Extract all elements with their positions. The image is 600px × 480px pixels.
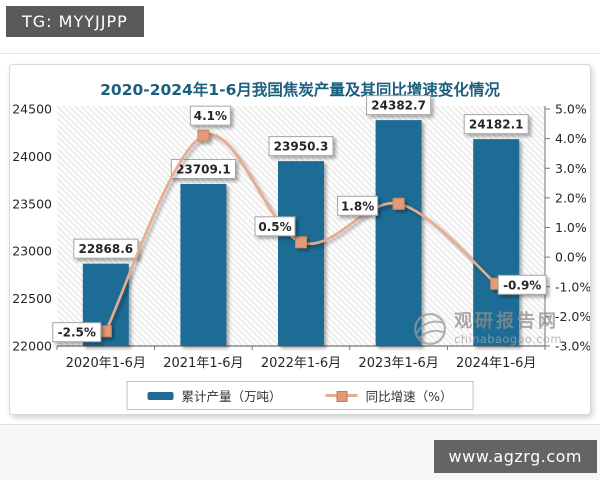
bar-value-label: 24182.1 — [469, 118, 524, 132]
growth-value-label-box — [254, 216, 296, 237]
line-marker-0 — [99, 325, 112, 338]
left-axis-tick-label: 22000 — [12, 339, 52, 354]
line-marker-3 — [392, 197, 405, 210]
right-axis-tick-label: 1.0% — [555, 220, 587, 235]
x-axis-category-label: 2020年1-6月 — [66, 356, 146, 371]
top-divider — [0, 53, 600, 54]
line-marker-1 — [197, 129, 210, 142]
bar-value-label: 23950.3 — [274, 140, 329, 154]
site-badge: www.agzrg.com — [433, 440, 597, 473]
chart-panel: 2020-2024年1-6月我国焦炭产量及其同比增速变化情况 24500 2400… — [9, 64, 591, 415]
right-axis-tick-label: 5.0% — [555, 102, 587, 117]
bar-value-label-box — [463, 114, 529, 135]
bottom-divider — [0, 424, 600, 425]
bar-value-label-box — [268, 136, 334, 157]
right-axis-tick-label: -1.0% — [555, 279, 590, 294]
legend-line-swatch-icon — [325, 391, 358, 402]
left-axis-tick-label: 24000 — [12, 149, 52, 164]
chart-title: 2020-2024年1-6月我国焦炭产量及其同比增速变化情况 — [100, 81, 500, 99]
bar-4 — [473, 139, 520, 346]
growth-value-label-box — [52, 322, 102, 343]
right-axis-tick-label: 2.0% — [555, 190, 587, 205]
bar-value-label-box — [366, 95, 432, 116]
left-axis-tick-label: 23000 — [12, 244, 52, 259]
right-axis-tick-label: -3.0% — [555, 339, 590, 354]
bar-value-label: 24382.7 — [371, 99, 426, 113]
bar-value-label-box — [73, 238, 139, 259]
bar-value-label: 23709.1 — [176, 162, 231, 176]
left-axis-tick-label: 22500 — [12, 291, 52, 306]
left-axis-tick-label: 23500 — [12, 196, 52, 211]
growth-value-label: 4.1% — [194, 109, 227, 123]
growth-value-label-box — [497, 274, 547, 295]
bar-2 — [278, 161, 324, 346]
chart-canvas: 24500 24000 23500 23000 22500 22000 5.0% 4.0% 3.… — [12, 95, 590, 371]
bar-value-label-box — [170, 158, 236, 179]
right-axis-tick-label: 4.0% — [555, 131, 587, 146]
bar-1 — [180, 183, 227, 346]
line-marker-2 — [295, 236, 307, 249]
legend-label-production: 累计产量（万吨） — [181, 389, 282, 404]
x-axis-category-label: 2023年1-6月 — [358, 356, 438, 371]
x-axis-category-label: 2021年1-6月 — [163, 356, 243, 371]
growth-value-label-box — [189, 105, 231, 126]
tg-badge: TG: MYYJJPP — [6, 6, 144, 37]
chart-legend: 累计产量（万吨） 同比增速（%） — [126, 381, 474, 410]
bar-3 — [375, 120, 422, 346]
right-axis-tick-label: -2.0% — [555, 309, 590, 324]
growth-value-label: 0.5% — [258, 220, 291, 234]
growth-value-label: -2.5% — [58, 326, 96, 340]
bar-value-label: 22868.6 — [78, 242, 133, 256]
right-axis-tick-label: 0.0% — [555, 250, 587, 265]
legend-item-growth: 同比增速（%） — [325, 386, 453, 405]
legend-label-growth: 同比增速（%） — [365, 389, 453, 404]
legend-marker-icon — [336, 391, 348, 402]
growth-value-label: -0.9% — [503, 278, 541, 292]
legend-item-production: 累计产量（万吨） — [147, 386, 282, 405]
left-axis-tick-label: 24500 — [12, 102, 52, 117]
right-axis-tick-label: 3.0% — [555, 161, 587, 176]
growth-value-label-box — [337, 195, 379, 216]
x-axis-category-label: 2022年1-6月 — [261, 356, 341, 371]
x-axis-category-label: 2024年1-6月 — [456, 356, 536, 371]
growth-value-label: 1.8% — [341, 199, 374, 213]
legend-bar-swatch-icon — [147, 391, 174, 400]
